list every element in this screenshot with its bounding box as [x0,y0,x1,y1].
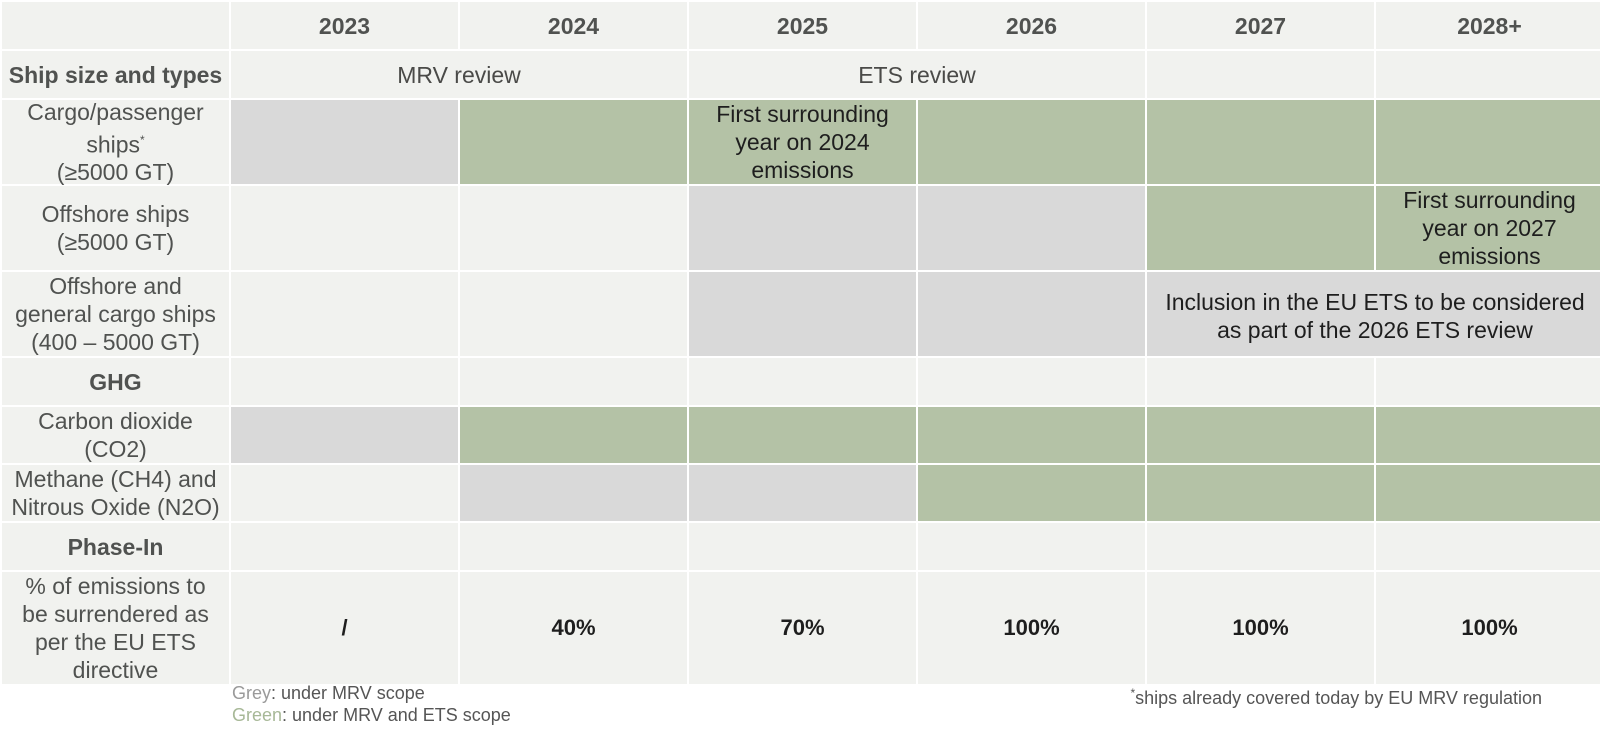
row-label-offshore: Offshore ships (≥5000 GT) [2,186,229,270]
grey-cell [918,272,1145,356]
section-label-ships: Ship size and types [2,51,229,98]
empty-cell [231,465,458,521]
empty-cell [1147,523,1374,570]
legend-grey: Grey: under MRV scope [232,683,425,703]
empty-cell [231,523,458,570]
grey-cell [918,186,1145,270]
row-label-line: (≥5000 GT) [56,159,175,186]
legend-green: Green: under MRV and ETS scope [232,705,511,725]
green-cell [689,407,916,463]
surrender-value: / [231,572,458,684]
timeline-table: 2023 2024 2025 2026 2027 2028+ Ship size… [2,2,1600,684]
row-label-line: (≥5000 GT) [56,229,175,255]
row-label-line: ships* [86,131,145,158]
green-cell [1376,465,1600,521]
row-label-surrender: % of emissions to be surrendered as per … [2,572,229,684]
ets-review-label: ETS review [689,51,1145,98]
green-cell [1376,100,1600,184]
empty-cell [1376,358,1600,405]
offshore-note: First surrounding year on 2027 emissions [1376,186,1600,270]
year-header: 2023 [231,2,458,49]
row-label-line: general cargo ships [15,301,216,327]
empty-cell [1376,51,1600,98]
empty-cell [918,358,1145,405]
surrender-value: 100% [1147,572,1374,684]
empty-cell [231,358,458,405]
green-cell [1376,407,1600,463]
section-label-ghg: GHG [2,358,229,405]
footnote: *ships already covered today by EU MRV r… [1130,686,1542,708]
year-header: 2024 [460,2,687,49]
empty-cell [1147,51,1374,98]
grey-cell [460,465,687,521]
green-cell [460,407,687,463]
grey-cell [689,272,916,356]
empty-cell [460,358,687,405]
empty-cell [231,272,458,356]
green-cell [460,100,687,184]
empty-cell [689,523,916,570]
row-label-line: Cargo/passenger [27,98,204,125]
empty-cell [460,523,687,570]
surrender-value: 40% [460,572,687,684]
year-header: 2027 [1147,2,1374,49]
row-label-line: Offshore and [49,273,182,299]
cargo-note: First surrounding year on 2024 emissions [689,100,916,184]
general-note: Inclusion in the EU ETS to be considered… [1147,272,1600,356]
row-label-co2: Carbon dioxide (CO2) [2,407,229,463]
year-header: 2028+ [1376,2,1600,49]
surrender-value: 100% [918,572,1145,684]
row-label-line: (CO2) [84,436,147,462]
green-cell [1147,186,1374,270]
green-cell [918,465,1145,521]
empty-cell [231,186,458,270]
section-label-phase: Phase-In [2,523,229,570]
empty-cell [1376,523,1600,570]
grey-cell [231,407,458,463]
row-label-line: Methane (CH4) and [14,466,217,492]
green-cell [918,407,1145,463]
green-cell [1147,100,1374,184]
surrender-value: 100% [1376,572,1600,684]
grey-cell [689,465,916,521]
legend: Grey: under MRV scope Green: under MRV a… [232,682,511,726]
grey-cell [231,100,458,184]
row-label-line: Carbon dioxide [38,408,193,434]
row-label-line: Nitrous Oxide (N2O) [11,494,220,520]
empty-cell [1147,358,1374,405]
row-label-cargo: Cargo/passenger ships* (≥5000 GT) [2,98,229,186]
row-label-ch4: Methane (CH4) and Nitrous Oxide (N2O) [2,465,229,521]
green-cell [1147,465,1374,521]
green-cell [1147,407,1374,463]
empty-cell [918,523,1145,570]
empty-cell [460,272,687,356]
corner-cell [2,2,229,49]
year-header: 2025 [689,2,916,49]
mrv-review-label: MRV review [231,51,687,98]
row-label-line: (400 – 5000 GT) [31,329,200,355]
year-header: 2026 [918,2,1145,49]
row-label-line: Offshore ships [41,201,190,227]
green-cell [918,100,1145,184]
surrender-value: 70% [689,572,916,684]
row-label-general: Offshore and general cargo ships (400 – … [2,272,229,356]
grey-cell [689,186,916,270]
empty-cell [689,358,916,405]
empty-cell [460,186,687,270]
